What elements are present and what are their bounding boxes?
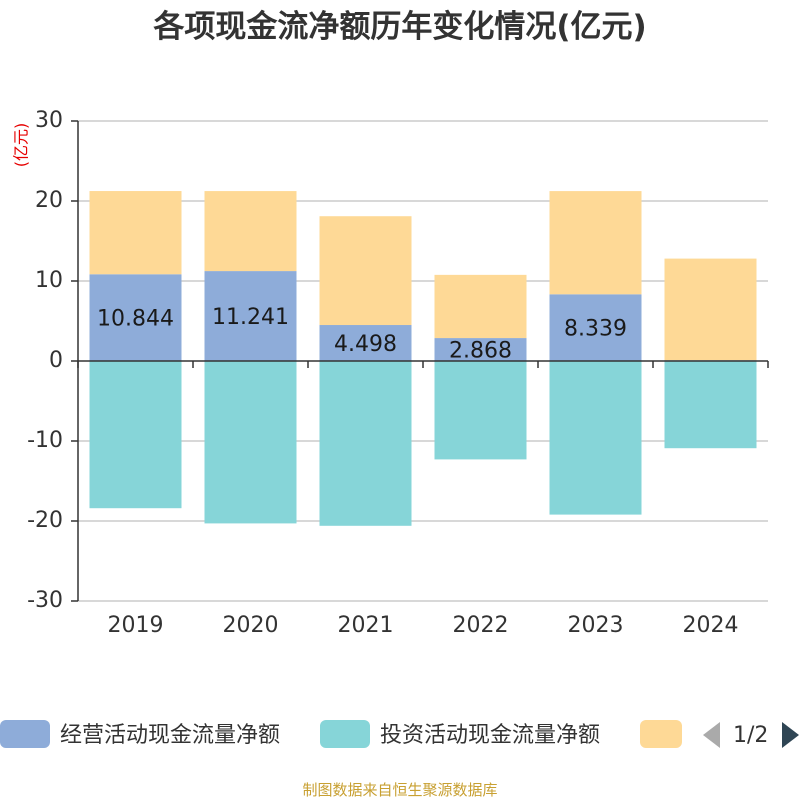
- chart-title: 各项现金流净额历年变化情况(亿元): [152, 9, 646, 45]
- bar-series2-2023[interactable]: [549, 191, 642, 295]
- x-tick-label: 2024: [683, 613, 739, 638]
- bar-series2-2021[interactable]: [319, 216, 412, 326]
- bar-series1-2021[interactable]: [319, 361, 412, 526]
- bar-series1-2019[interactable]: [89, 361, 182, 509]
- legend-prev-page-icon[interactable]: [703, 722, 720, 748]
- bar-series1-2020[interactable]: [204, 361, 297, 524]
- data-label: 10.844: [97, 307, 174, 332]
- legend: 经营活动现金流量净额 投资活动现金流量净额 1/2: [0, 720, 799, 748]
- bar-series0-2019[interactable]: [89, 274, 182, 361]
- y-tick-label: 20: [35, 188, 63, 213]
- data-label: 11.241: [212, 305, 289, 330]
- bar-series0-2023[interactable]: [549, 294, 642, 361]
- legend-page-indicator: 1/2: [733, 723, 768, 748]
- y-tick-label: -30: [27, 588, 63, 613]
- x-tick-label: 2023: [568, 613, 624, 638]
- bar-series0-2020[interactable]: [204, 271, 297, 361]
- bar-series1-2023[interactable]: [549, 361, 642, 515]
- bar-series0-2022[interactable]: [434, 338, 527, 361]
- y-tick-label: 0: [49, 348, 63, 373]
- data-labels: 10.844 11.241 4.498 2.868 8.339: [97, 305, 627, 363]
- legend-next-page-icon[interactable]: [782, 722, 799, 748]
- data-label: 4.498: [334, 332, 397, 357]
- y-axis-label: (亿元): [12, 123, 31, 168]
- y-tick-label: -20: [27, 508, 63, 533]
- x-tick-label: 2021: [338, 613, 394, 638]
- legend-item-operating[interactable]: 经营活动现金流量净额: [0, 720, 280, 748]
- legend-label-investing: 投资活动现金流量净额: [380, 723, 600, 748]
- bar-series2-2022[interactable]: [434, 274, 527, 339]
- bar-series1-2024[interactable]: [664, 361, 757, 449]
- data-label: 2.868: [449, 339, 512, 364]
- bar-series0-2021[interactable]: [319, 325, 412, 361]
- bar-series1-2022[interactable]: [434, 361, 527, 460]
- x-tick-label: 2022: [453, 613, 509, 638]
- legend-label-operating: 经营活动现金流量净额: [60, 723, 280, 748]
- bar-series2-2020[interactable]: [204, 191, 297, 272]
- bar-series2-2019[interactable]: [89, 191, 182, 275]
- x-tick-label: 2020: [223, 613, 279, 638]
- y-tick-label: 10: [35, 268, 63, 293]
- y-tick-label: -10: [27, 428, 63, 453]
- legend-item-financing[interactable]: [640, 720, 682, 748]
- x-tick-label: 2019: [108, 613, 164, 638]
- bars: [89, 191, 757, 526]
- axes: 30 20 10 0 -10 -20 -30 2019 2020 2021 2022 2023 2024: [27, 108, 769, 638]
- legend-swatch-operating: [0, 720, 50, 748]
- data-source-note: 制图数据来自恒生聚源数据库: [302, 781, 497, 799]
- legend-swatch-financing: [640, 720, 682, 748]
- bar-series2-2024[interactable]: [664, 258, 757, 361]
- legend-item-investing[interactable]: 投资活动现金流量净额: [320, 720, 600, 748]
- y-tick-label: 30: [35, 108, 63, 133]
- legend-swatch-investing: [320, 720, 370, 748]
- data-label: 8.339: [564, 317, 627, 342]
- grid-lines: [78, 120, 768, 602]
